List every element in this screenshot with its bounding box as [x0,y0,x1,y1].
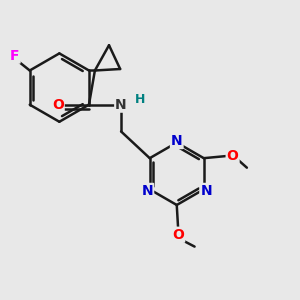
Text: O: O [172,228,184,242]
Text: H: H [135,93,145,106]
Text: N: N [142,184,153,198]
Text: N: N [171,134,183,148]
Text: F: F [10,49,20,63]
Text: O: O [52,98,64,112]
Text: N: N [115,98,127,112]
Text: O: O [227,149,239,163]
Text: N: N [200,184,212,198]
